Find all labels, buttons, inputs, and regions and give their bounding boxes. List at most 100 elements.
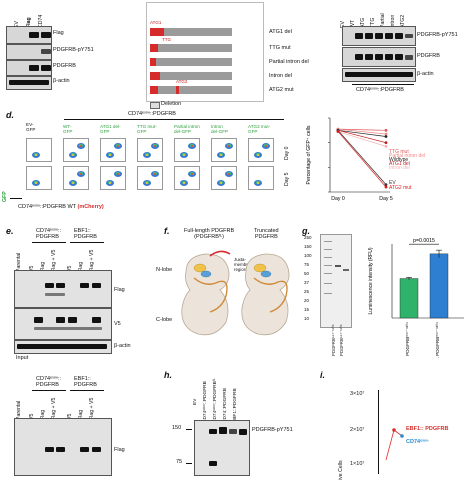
data-point xyxy=(384,185,388,189)
data-point xyxy=(384,144,388,148)
blot-flag xyxy=(14,270,112,308)
flow-column-label: ATG1 del- GFP xyxy=(100,124,121,135)
flow-density xyxy=(117,145,119,147)
series-line xyxy=(337,129,387,137)
flow-plot xyxy=(63,138,89,162)
flow-density xyxy=(117,173,119,175)
header-rule xyxy=(64,119,284,120)
mw-marker: 50 xyxy=(304,271,310,276)
data-point xyxy=(384,128,388,132)
luminescence-bar-chart: Luminescence intensity (RFU) PDGFRB⁵⁵⁷⁻¹¹… xyxy=(368,238,464,358)
series-line xyxy=(337,128,387,135)
y-axis-label: Luminescence intensity (RFU) xyxy=(368,247,374,314)
blot-pdgfrb-py751 xyxy=(342,26,416,46)
jm-label: Juxta- membrane region xyxy=(234,257,255,272)
structure-title: Truncated PDGFRB xyxy=(254,228,279,241)
n-lobe-label: N-lobe xyxy=(156,267,173,273)
flow-column-label: EV- GFP xyxy=(26,122,36,133)
row-label: V5 xyxy=(114,321,121,327)
flow-density xyxy=(220,182,222,184)
lane-label: Flag + V5 xyxy=(89,397,95,420)
lane-label: EV xyxy=(193,398,198,405)
series-label: Intron del xyxy=(389,165,410,171)
flow-density xyxy=(146,154,148,156)
axis-arrow-icon xyxy=(10,198,22,199)
lane-label: EBF1::PDGFRB xyxy=(233,388,238,423)
row-label: Flag xyxy=(53,30,64,36)
x-tick-label: Day 5 xyxy=(379,196,393,202)
legend-label: EBF1:: PDGFRB xyxy=(406,426,449,432)
flow-density xyxy=(191,145,193,147)
flow-density xyxy=(80,173,82,175)
flow-plot xyxy=(26,138,52,162)
p-value-label: p=0.0015 xyxy=(413,238,435,244)
scheme-label: Intron del xyxy=(269,73,292,79)
series-line xyxy=(337,131,387,188)
scheme-label: TTG mut xyxy=(269,45,291,51)
blot-pdgfrb xyxy=(342,47,416,67)
data-point xyxy=(384,132,388,136)
mw-marker: 150 xyxy=(172,425,182,431)
mw-marker: 15 xyxy=(304,307,310,312)
flow-plot xyxy=(174,166,200,190)
scheme-label: ATG2 mut xyxy=(269,87,294,93)
series-label: ATG1 del xyxy=(389,161,410,167)
scheme-label: ATG1 del xyxy=(269,29,292,35)
flow-density xyxy=(265,145,267,147)
panel-label: i. xyxy=(320,370,326,380)
row-label: PDGFRB-pY751 xyxy=(252,427,293,433)
blot-actin xyxy=(342,68,416,82)
data-point xyxy=(336,130,340,133)
lane-label: PDGFRB⁵⁵⁷⁻¹¹⁰⁶ xyxy=(331,324,336,356)
flow-density xyxy=(154,145,156,147)
bracket xyxy=(352,84,414,85)
flow-plot xyxy=(100,138,126,162)
mw-marker: 10 xyxy=(304,316,310,321)
mw-marker: 25 xyxy=(304,289,310,294)
blot-v5 xyxy=(14,308,112,340)
mw-marker: 37 xyxy=(304,280,310,285)
legend-label: CD74ᵉˣᵒⁿ xyxy=(406,439,429,445)
legend-swatch xyxy=(150,102,160,109)
series-label: ATG2 mut xyxy=(389,185,412,191)
series-label: Wildtype xyxy=(389,157,408,163)
flow-density xyxy=(228,145,230,147)
group-label: CD74ᵉˣᵒⁿ::PDGFRB xyxy=(356,87,404,93)
group-label: CD74ᵉˣᵒⁿ:: PDGFRB xyxy=(36,228,62,241)
row-label: Day 0 xyxy=(284,146,290,160)
panel-label: g. xyxy=(302,226,310,236)
x-tick-label: Day 0 xyxy=(331,196,345,202)
series-line xyxy=(337,130,387,185)
panel-label: f. xyxy=(164,226,170,236)
flow-column-label: ATG2 mut- GFP xyxy=(248,124,271,135)
lane-label: CD74::PDGFRB xyxy=(223,388,228,423)
flow-density xyxy=(191,173,193,175)
scheme-tag: ATG1 xyxy=(150,20,162,25)
y-tick: 2×10⁷ xyxy=(350,427,365,433)
mw-marker: 250 xyxy=(304,235,312,240)
panel-label: h. xyxy=(164,370,172,380)
scheme-frame xyxy=(146,2,264,102)
y-axis xyxy=(378,390,379,474)
bar xyxy=(429,253,449,319)
lane-label: PDGFRB⁵⁵⁷⁻¹¹⁰⁶ xyxy=(339,324,344,356)
group-label: EBF1:: PDGFRB xyxy=(74,228,97,241)
row-label: PDGFRB-pY751 xyxy=(53,47,94,53)
mw-marker: 75 xyxy=(176,459,183,465)
series-label: Partial intron del xyxy=(389,153,425,159)
series-label: EV xyxy=(389,180,396,186)
flow-plot xyxy=(211,166,237,190)
flow-density xyxy=(72,182,74,184)
panel-header: CD74ᵉˣᵒⁿ::PDGFRB xyxy=(128,111,176,117)
blot-pdgfrb-py751 xyxy=(194,420,250,476)
group-label: EBF1:: PDGFRB xyxy=(74,376,97,389)
blot-pdgfrb-py751 xyxy=(6,44,52,60)
flow-plot xyxy=(137,138,163,162)
series-line xyxy=(337,129,387,144)
data-point xyxy=(384,183,388,186)
legend-label: Deletion xyxy=(161,101,182,107)
scheme-tag: ATG2 xyxy=(176,79,188,84)
flow-plot xyxy=(248,138,274,162)
lane-label: Flag + V5 xyxy=(51,397,57,420)
row-label: PDGFRB xyxy=(53,63,76,69)
